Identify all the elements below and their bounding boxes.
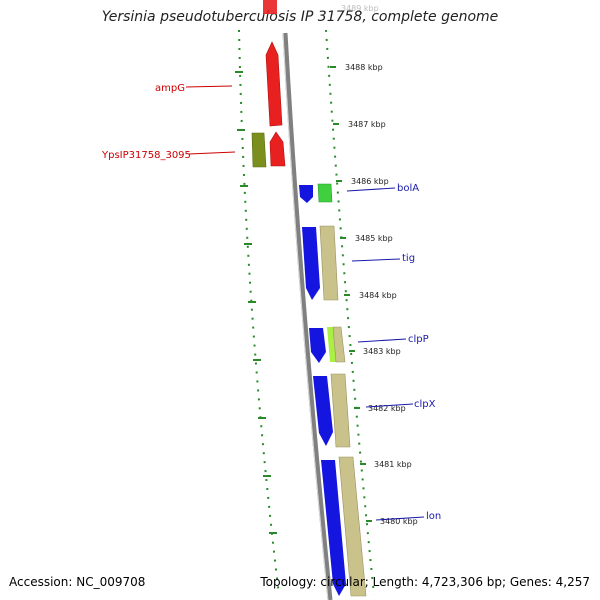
gene-label-ampG[interactable]: ampG (155, 83, 185, 94)
cds-3095[interactable] (251, 132, 267, 168)
cds-clpP[interactable] (332, 326, 346, 363)
backbone-highlight (282, 32, 329, 600)
genome-summary: Topology: circular; Length: 4,723,306 bp… (260, 575, 590, 589)
ruler-right (325, 29, 375, 596)
genome-backbone (282, 32, 333, 600)
gene-label-bolA[interactable]: bolA (397, 183, 419, 194)
kbp-ticks (235, 66, 372, 534)
ruler-left (238, 29, 280, 596)
cds-tig[interactable] (319, 225, 339, 301)
gene-top-partial[interactable] (263, 0, 277, 14)
gene-lon[interactable] (321, 460, 346, 596)
feature-bolA-green[interactable] (317, 183, 333, 203)
label-leaders (185, 85, 425, 521)
gene-ampG[interactable] (265, 41, 283, 127)
forward-strand-features (299, 183, 367, 597)
gene-label-tig[interactable]: tig (402, 253, 415, 264)
accession-text: Accession: NC_009708 (9, 575, 146, 589)
gene-label-clpP[interactable]: clpP (408, 334, 429, 345)
kbp-label: 3484 kbp (359, 291, 397, 300)
kbp-label: 3486 kbp (351, 177, 389, 186)
kbp-label: 3489 kbp (341, 4, 379, 13)
cds-lon[interactable] (338, 456, 367, 597)
kbp-label: 3485 kbp (355, 234, 393, 243)
gene-label-ypsip31758-3095[interactable]: YpsIP31758_3095 (101, 150, 191, 161)
kbp-label: 3487 kbp (348, 120, 386, 129)
kbp-label: 3480 kbp (380, 517, 418, 526)
reverse-strand-features (251, 0, 286, 168)
gene-tig[interactable] (302, 227, 320, 300)
kbp-label: 3481 kbp (374, 460, 412, 469)
gene-clpX[interactable] (313, 376, 333, 446)
gene-bolA[interactable] (299, 185, 313, 203)
gene-3095[interactable] (269, 131, 286, 167)
gene-label-lon[interactable]: lon (426, 511, 441, 522)
kbp-label: 3482 kbp (368, 404, 406, 413)
gene-label-clpX[interactable]: clpX (414, 399, 436, 410)
map-title: Yersinia pseudotuberculosis IP 31758, co… (101, 9, 499, 25)
kbp-label: 3488 kbp (345, 63, 383, 72)
kbp-label: 3483 kbp (363, 347, 401, 356)
cds-clpX[interactable] (330, 373, 351, 448)
gene-clpP[interactable] (309, 328, 326, 363)
